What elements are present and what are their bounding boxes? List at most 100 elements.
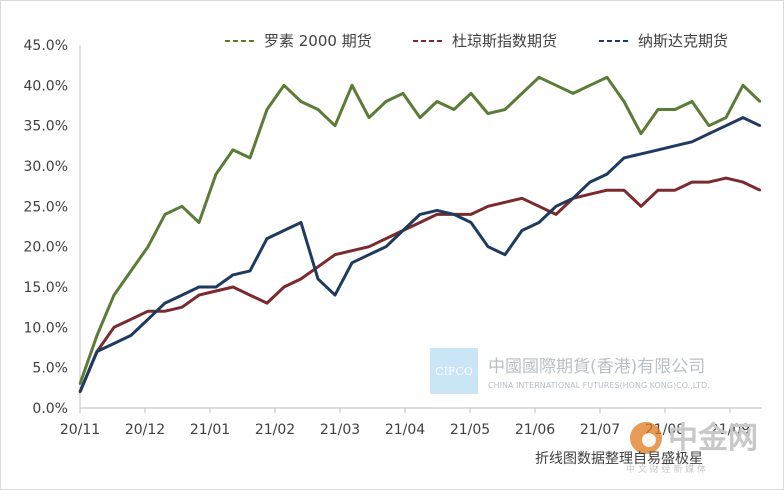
data-point [520, 229, 524, 232]
data-point [231, 273, 235, 277]
data-point [639, 205, 643, 208]
data-point [129, 318, 133, 321]
y-tick-label: 40.0% [24, 78, 68, 94]
x-tick-label: 21/05 [450, 422, 490, 438]
data-point [333, 293, 337, 297]
data-point [418, 116, 422, 119]
x-tick-label: 21/07 [580, 422, 620, 438]
data-point [282, 285, 286, 289]
data-point [673, 144, 677, 148]
data-point [401, 229, 405, 232]
data-point [435, 209, 439, 212]
source-label: 折线图数据整理自易盛极星 [535, 451, 703, 467]
data-point [197, 221, 201, 224]
data-point [350, 84, 354, 87]
data-point [112, 326, 116, 329]
x-tick-label: 20/12 [125, 422, 165, 438]
data-point [248, 156, 252, 160]
data-point [197, 293, 201, 297]
data-point [469, 213, 473, 216]
data-point [214, 285, 218, 289]
x-tick-label: 20/11 [60, 422, 100, 438]
data-point [724, 124, 728, 127]
data-point [605, 76, 609, 79]
data-point [333, 124, 337, 127]
data-point [452, 108, 456, 111]
data-point [112, 342, 116, 345]
cifco-watermark: CIFCO 中國國際期貨(香港)有限公司 CHINA INTERNATIONAL… [430, 348, 710, 394]
x-tick-label: 21/03 [320, 422, 360, 438]
data-point [316, 265, 320, 269]
data-point [554, 213, 558, 216]
brand-watermark: 中金网 中 文 财 经 新 媒 体 [626, 421, 758, 475]
data-point [452, 213, 456, 216]
y-tick-label: 15.0% [24, 280, 68, 296]
data-point [639, 152, 643, 156]
data-point [707, 180, 711, 184]
data-point [673, 189, 677, 192]
data-point [469, 92, 473, 95]
y-tick-label: 35.0% [24, 119, 68, 135]
data-point [418, 221, 422, 224]
data-point [231, 285, 235, 289]
data-point [435, 213, 439, 216]
data-point [605, 189, 609, 192]
data-point [571, 92, 575, 95]
data-point [265, 237, 269, 240]
data-point [486, 112, 490, 115]
data-point [248, 269, 252, 273]
data-point [265, 301, 269, 305]
data-point [333, 253, 337, 256]
series-line-russell [78, 75, 762, 385]
x-tick-label: 21/09 [710, 422, 750, 438]
data-point [231, 148, 235, 152]
data-point [503, 253, 507, 256]
data-point [656, 148, 660, 152]
data-point [537, 205, 541, 208]
data-point [622, 100, 626, 103]
data-point [248, 293, 252, 297]
data-point [367, 245, 371, 248]
data-point [622, 156, 626, 160]
data-point [214, 172, 218, 176]
data-point [707, 124, 711, 127]
legend: 罗素 2000 期货 杜琼斯指数期货 纳斯达克期货 [225, 32, 728, 50]
legend-label-nasdaq: 纳斯达克期货 [638, 32, 728, 50]
data-point [78, 390, 82, 394]
data-point [299, 277, 303, 281]
data-point [588, 180, 592, 184]
watermark-company-name: 中國國際期貨(香港)有限公司 [488, 357, 705, 377]
data-point [316, 277, 320, 281]
data-point [469, 221, 473, 224]
data-point [146, 318, 150, 321]
data-point [673, 108, 677, 111]
data-point [282, 84, 286, 87]
data-point [163, 301, 167, 305]
data-point [401, 92, 405, 95]
data-point [503, 108, 507, 111]
data-point [537, 221, 541, 224]
data-point [299, 221, 303, 224]
data-point [146, 310, 150, 313]
data-point [503, 201, 507, 204]
brand-subtitle: 中 文 财 经 新 媒 体 [626, 463, 706, 475]
data-point [758, 100, 762, 103]
data-point [690, 140, 694, 143]
data-point [112, 293, 116, 297]
series-lines [78, 75, 762, 394]
y-tick-label: 5.0% [32, 361, 68, 377]
data-point [741, 180, 745, 184]
data-point [520, 92, 524, 95]
data-point [690, 100, 694, 103]
data-point [741, 84, 745, 87]
y-tick-label: 10.0% [24, 320, 68, 336]
x-tick-label: 21/04 [385, 422, 425, 438]
data-point [146, 245, 150, 248]
data-point [384, 245, 388, 248]
y-tick-label: 25.0% [24, 199, 68, 215]
data-point [265, 108, 269, 111]
y-tick-label: 45.0% [24, 38, 68, 54]
y-tick-label: 30.0% [24, 159, 68, 175]
legend-label-dow: 杜琼斯指数期货 [452, 32, 557, 50]
data-point [537, 76, 541, 79]
